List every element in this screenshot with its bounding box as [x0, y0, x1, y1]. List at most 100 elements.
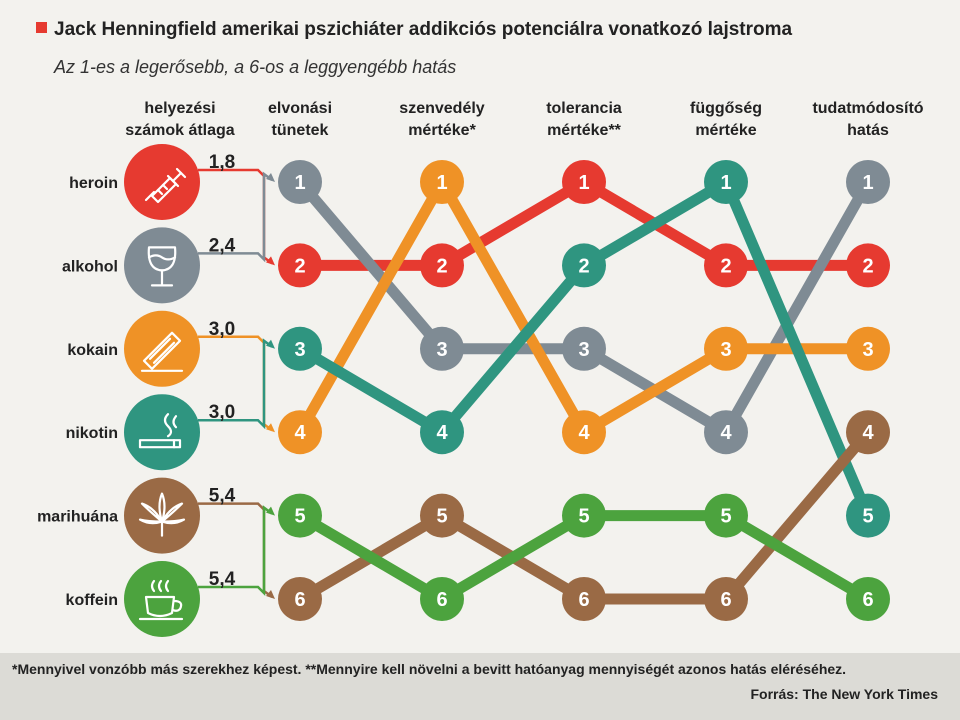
rank-node: 3: [704, 326, 748, 371]
rank-label: 5: [720, 506, 731, 528]
average-value: 2,4: [209, 235, 236, 256]
rank-label: 4: [294, 422, 306, 444]
connector-arrow: [266, 423, 275, 433]
rank-node: 5: [278, 493, 322, 538]
rank-label: 4: [862, 422, 874, 444]
cocaine-icon: [124, 310, 200, 387]
substance-name: heroin: [69, 175, 118, 192]
rank-node: 6: [562, 577, 606, 621]
rank-label: 4: [720, 422, 732, 444]
rank-node: 5: [846, 493, 890, 538]
column-header: tolerancia mértéke**: [546, 100, 622, 139]
chart-subtitle: Az 1-es a legerősebb, a 6-os a leggyengé…: [53, 57, 456, 77]
cigarette-icon: [124, 394, 200, 471]
rank-label: 1: [578, 172, 589, 194]
rank-node: 6: [846, 577, 890, 621]
syringe-icon: [124, 144, 200, 220]
header-average: helyezési számok átlaga: [125, 100, 234, 139]
rank-node: 2: [562, 243, 606, 288]
connector-line: [198, 505, 273, 597]
connector-arrow: [266, 339, 275, 349]
rank-node: 6: [420, 577, 464, 621]
connector-line: [198, 502, 273, 598]
rank-label: 5: [436, 506, 447, 528]
average-value: 5,4: [209, 569, 236, 590]
connector-arrow: [266, 506, 275, 516]
footer: *Mennyivel vonzóbb más szerekhez képest.…: [0, 653, 960, 720]
rank-node: 3: [420, 326, 464, 371]
average-value: 1,8: [209, 152, 235, 173]
rank-label: 2: [862, 255, 873, 277]
connector-line: [198, 168, 273, 265]
rank-label: 6: [862, 589, 873, 611]
rank-node: 5: [704, 493, 748, 538]
column-header: szenvedély mértéke*: [399, 100, 484, 139]
rank-node: 6: [278, 577, 322, 621]
title-marker: [36, 22, 47, 33]
rank-label: 3: [862, 339, 873, 361]
substance-name: alkohol: [62, 258, 118, 275]
substance-name: kokain: [67, 342, 118, 359]
rank-label: 2: [720, 255, 731, 277]
connector-arrow: [266, 256, 275, 266]
rank-node: 2: [278, 243, 322, 288]
rank-node: 2: [420, 243, 464, 288]
rank-node: 1: [278, 160, 322, 204]
rank-node: 1: [704, 160, 748, 204]
coffee-cup-icon: [124, 561, 200, 637]
rank-node: 2: [704, 243, 748, 288]
rank-node: 5: [562, 493, 606, 538]
rank-label: 2: [436, 255, 447, 277]
rank-node: 1: [846, 160, 890, 204]
rank-label: 6: [720, 589, 731, 611]
connector-arrow: [266, 590, 275, 599]
substance-name: marihuána: [37, 509, 118, 526]
rank-label: 2: [578, 255, 589, 277]
connector-line: [198, 171, 273, 263]
cannabis-icon: [124, 477, 200, 554]
rank-label: 3: [578, 339, 589, 361]
column-header: elvonási tünetek: [268, 100, 332, 139]
column-header: tudatmódosító hatás: [812, 100, 923, 139]
rank-node: 1: [562, 160, 606, 204]
rank-label: 3: [720, 339, 731, 361]
connector-line: [198, 338, 273, 430]
rank-node: 4: [846, 410, 890, 455]
rank-label: 6: [436, 589, 447, 611]
rank-label: 4: [578, 422, 590, 444]
rank-node: 3: [278, 326, 322, 371]
rank-label: 5: [862, 506, 873, 528]
rank-label: 1: [720, 172, 731, 194]
footnote: *Mennyivel vonzóbb más szerekhez képest.…: [12, 661, 847, 677]
rank-node: 4: [704, 410, 748, 455]
source-credit: Forrás: The New York Times: [750, 686, 938, 702]
rank-node: 1: [420, 160, 464, 204]
rank-node: 3: [846, 326, 890, 371]
rank-node: 4: [562, 410, 606, 455]
rank-label: 4: [436, 422, 448, 444]
rank-label: 6: [294, 589, 305, 611]
substance-name: nikotin: [66, 425, 118, 442]
rank-node: 6: [704, 577, 748, 621]
average-value: 3,0: [209, 402, 235, 423]
average-value: 3,0: [209, 319, 235, 340]
rank-label: 3: [436, 339, 447, 361]
rank-nodes: 2 2 1 2 2 1 3 3 4 1 4 1 4 3 3 3 4 2 1 5 6 5 6 6 4 5 6 5 5 6: [278, 160, 890, 621]
rank-label: 1: [862, 172, 873, 194]
connector-arrow: [266, 173, 275, 182]
rank-label: 5: [578, 506, 589, 528]
column-header: függőség mértéke: [690, 100, 762, 139]
connector-line: [198, 335, 273, 432]
bump-chart: Jack Henningfield amerikai pszichiáter a…: [36, 19, 924, 637]
rank-label: 1: [294, 172, 305, 194]
rank-node: 3: [562, 326, 606, 371]
substance-legend: heroin 1,8 alkohol 2,4 kokain 3,0 nikotin 3,0 ma…: [37, 144, 275, 637]
rank-node: 5: [420, 493, 464, 538]
rank-label: 1: [436, 172, 447, 194]
wine-glass-icon: [124, 227, 200, 304]
substance-name: koffein: [66, 592, 118, 609]
rank-label: 2: [294, 255, 305, 277]
rank-node: 4: [278, 410, 322, 455]
average-value: 5,4: [209, 486, 236, 507]
